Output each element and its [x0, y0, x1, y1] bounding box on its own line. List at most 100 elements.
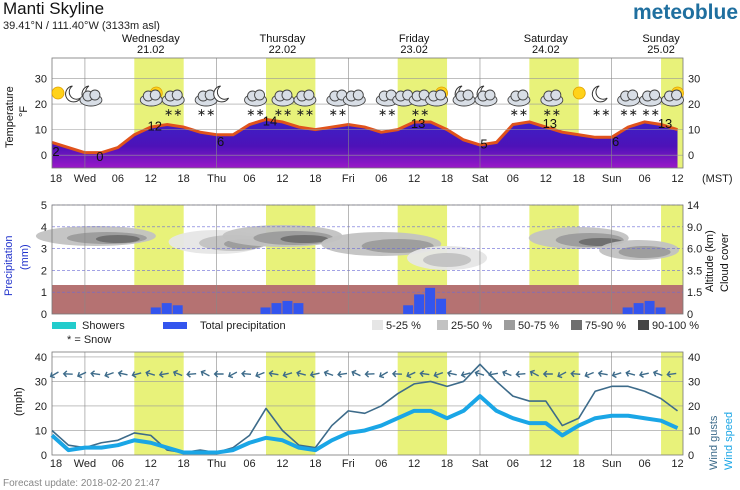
temperature-frame	[51, 57, 684, 169]
moon-icon	[65, 85, 81, 103]
daylight-band	[134, 352, 184, 455]
altitude-tick: 14	[687, 200, 699, 212]
wind-panel: 40 40 30 30 20 20 10 10 0 0 (mph) Wind gusts Wind…	[13, 351, 735, 470]
wind-tick-left: 30	[35, 376, 47, 388]
precipitation-axis-label: Precipitation	[3, 235, 15, 296]
wind-direction-arrow	[446, 370, 457, 377]
day-name: Wednesday	[122, 33, 180, 45]
cloud-puff	[171, 89, 183, 101]
time-axis-top-tick: 12	[145, 173, 157, 185]
time-axis-bottom: 18 Wed 06 12 18 Thu 06 12 18 Fri 06 12 18 Sat 06 12 18 Su…	[50, 458, 684, 470]
precipitation-ground-band	[52, 285, 683, 314]
timezone-label: (MST)	[702, 173, 733, 185]
total-precip-legend-swatch	[163, 322, 187, 329]
wind-direction-arrow	[337, 370, 348, 378]
cloud-puff	[517, 89, 529, 101]
wind-unit-label: (mph)	[13, 387, 25, 416]
precipitation-unit-label: (mm)	[19, 244, 31, 270]
time-axis-bottom-tick: Fri	[342, 458, 355, 470]
cloud-legend-label: 5-25 %	[386, 320, 421, 332]
temperature-area	[51, 117, 678, 168]
snowflakes: ∗∗	[329, 107, 347, 119]
time-axis-top-tick: 12	[408, 173, 420, 185]
wind-direction-arrow	[391, 370, 402, 378]
wind-direction-arrow	[172, 369, 183, 377]
temperature-value-label: 13	[658, 116, 672, 131]
wind-frame	[51, 351, 684, 456]
altitude-tick: 0	[687, 309, 693, 321]
wind-direction-arrow	[584, 371, 594, 379]
daylight-band	[529, 352, 579, 455]
cloud-sun-icon	[139, 86, 163, 107]
brand-logo: meteoblue	[633, 1, 738, 24]
time-axis-bottom-tick: 06	[507, 458, 519, 470]
wind-direction-arrow	[502, 369, 512, 377]
wind-direction-arrow	[406, 371, 416, 379]
time-axis-top-tick: 06	[243, 173, 255, 185]
temperature-tick-left: 30	[35, 73, 47, 85]
wind-direction-arrow	[570, 370, 581, 378]
wind-tick-left: 20	[35, 401, 47, 413]
snowflakes: ∗∗	[246, 107, 264, 119]
day-date: 24.02	[532, 44, 560, 56]
time-axis-bottom-tick: Sun	[602, 458, 622, 470]
snowflakes: ∗∗	[164, 107, 182, 119]
time-axis-top-tick: Sun	[602, 173, 622, 185]
sun-shape	[51, 86, 65, 100]
temperature-tick-right: 20	[688, 99, 700, 111]
wind-tick-right: 20	[688, 401, 700, 413]
cloud-snow-icon: ∗∗	[375, 89, 399, 119]
cloud-puff	[484, 89, 496, 101]
wind-direction-arrow	[379, 371, 389, 379]
time-axis-top-tick: Sat	[472, 173, 489, 185]
sun-icon	[572, 86, 586, 100]
wind-direction-arrow	[419, 370, 430, 378]
time-axis-top-tick: 18	[178, 173, 190, 185]
snowflakes: ∗∗	[641, 107, 659, 119]
time-axis-top-tick: 12	[540, 173, 552, 185]
precipitation-bar	[150, 307, 161, 314]
precipitation-bars	[150, 287, 666, 314]
wind-direction-arrow	[460, 371, 471, 379]
cloud-puff	[352, 89, 364, 101]
precipitation-bar	[644, 300, 655, 314]
wind-grid	[51, 351, 684, 456]
wind-direction-arrow	[145, 369, 156, 377]
wind-direction-arrow	[49, 371, 59, 379]
cloud-sun-icon	[661, 86, 684, 107]
wind-tick-right: 0	[688, 450, 694, 462]
time-axis-top-tick: 12	[671, 173, 683, 185]
wind-direction-arrow	[158, 370, 169, 378]
wind-direction-arrow	[625, 369, 636, 377]
precipitation-tick: 2	[41, 265, 47, 277]
precipitation-frame	[51, 204, 684, 315]
precipitation-bar	[425, 287, 436, 314]
daylight-band	[661, 352, 683, 455]
precipitation-bar	[633, 303, 644, 314]
day-date: 23.02	[400, 44, 428, 56]
cloud-puff	[303, 89, 315, 101]
cloud-cover-area	[618, 246, 671, 258]
wind-gusts-line	[51, 363, 678, 454]
day-date: 22.02	[269, 44, 297, 56]
wind-gusts-axis-label: Wind gusts	[708, 415, 720, 470]
time-axis-bottom-tick: Sat	[472, 458, 489, 470]
precipitation-panel: 5 14 4 9.0 3 6.0 2 3.5 1 1.5 0 0 Precipitation (mm)…	[3, 200, 731, 321]
temperature-value-label: 12	[148, 119, 162, 134]
temperature-value-label: 5	[480, 136, 487, 151]
time-axis-top-tick: Thu	[207, 173, 226, 185]
wind-direction-arrow	[364, 370, 375, 378]
wind-direction-arrow	[639, 371, 649, 378]
time-axis-bottom-tick: 18	[441, 458, 453, 470]
day-date: 25.02	[647, 44, 675, 56]
wind-direction-arrow	[652, 369, 663, 377]
moon-snow-icon: ∗∗	[591, 85, 610, 119]
wind-direction-arrow	[529, 369, 539, 377]
time-axis-bottom-tick: 12	[408, 458, 420, 470]
showers-legend-swatch	[52, 322, 76, 329]
time-axis-top-tick: Fri	[342, 173, 355, 185]
showers-legend-label: Showers	[82, 320, 125, 332]
cloud-puff	[149, 89, 161, 101]
